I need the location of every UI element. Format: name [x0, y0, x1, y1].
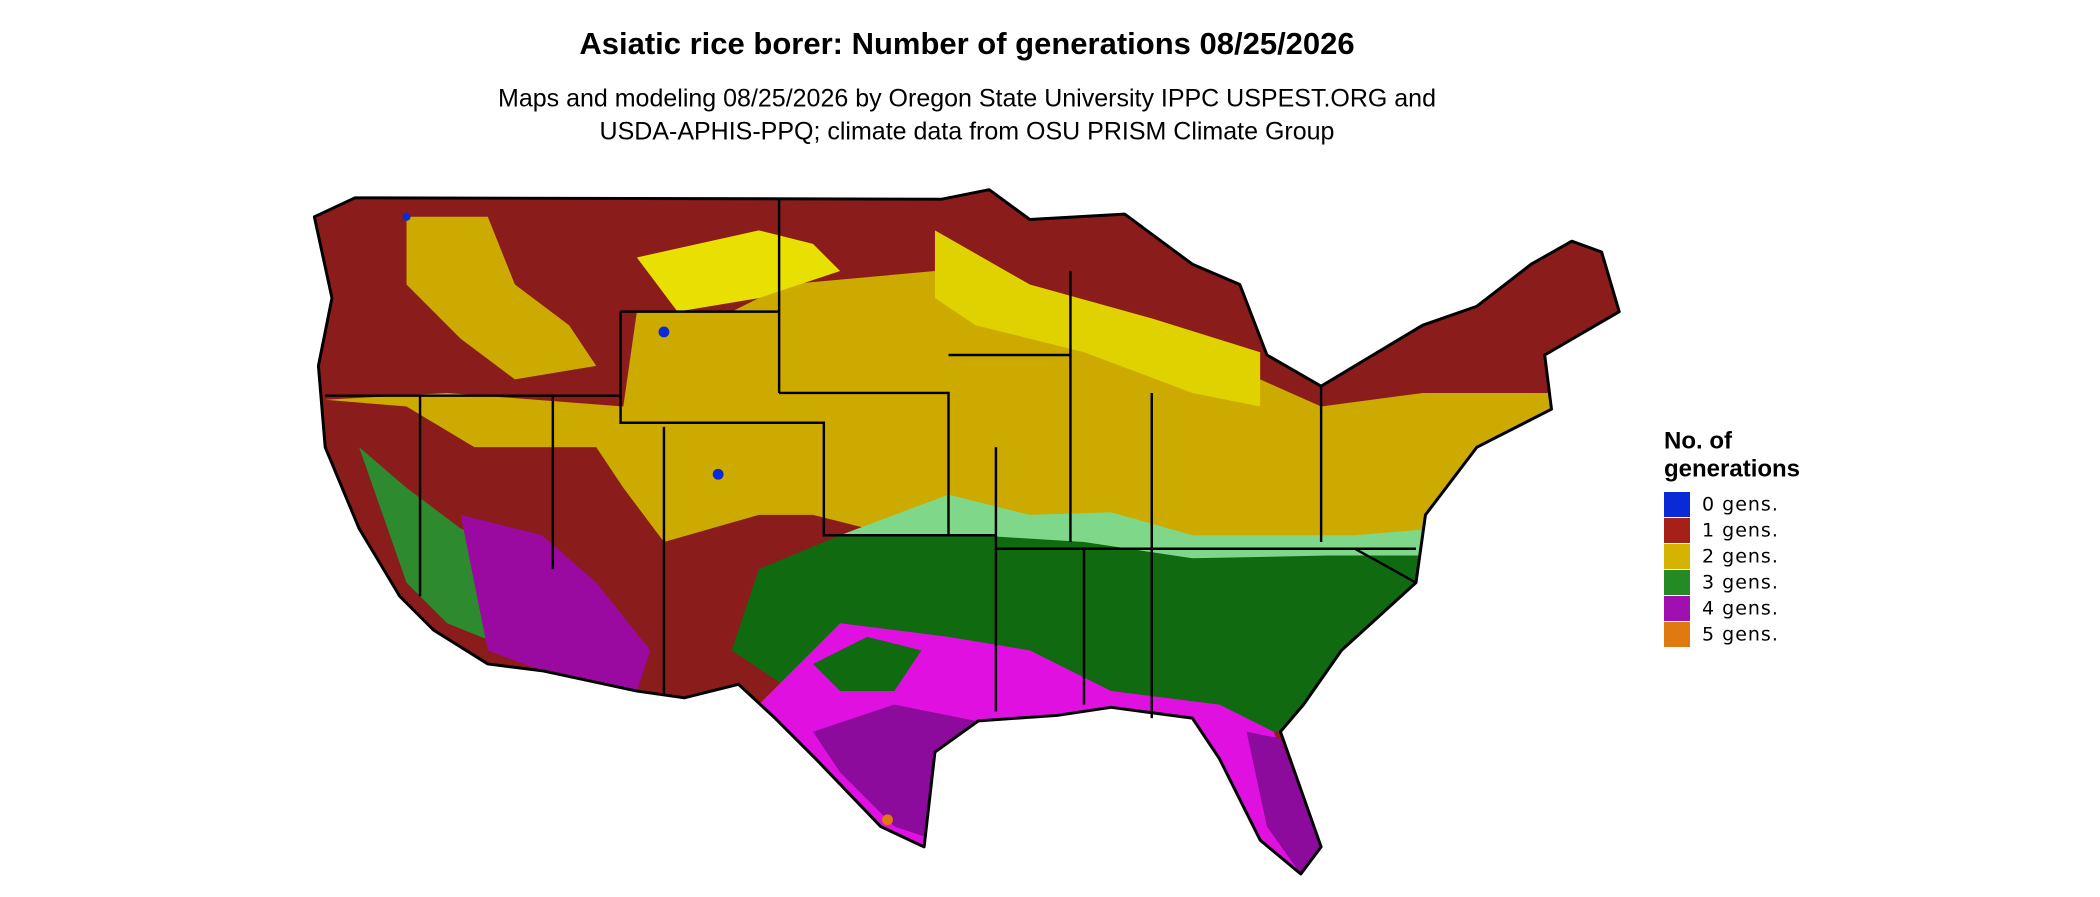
legend-swatch [1664, 596, 1690, 621]
legend-label: 2 gens. [1702, 546, 1779, 568]
map-subtitle: Maps and modeling 08/25/2026 by Oregon S… [498, 85, 1436, 113]
map-subtitle: USDA-APHIS-PPQ; climate data from OSU PR… [600, 118, 1335, 146]
legend-label: 0 gens. [1702, 494, 1779, 516]
legend: 0 gens. 1 gens. 2 gens. 3 gens. 4 gens. 5 gen… [1664, 492, 1779, 647]
state-borders [325, 199, 1417, 719]
legend-label: 3 gens. [1702, 572, 1779, 594]
legend-swatch [1664, 544, 1690, 569]
legend-label: 1 gens. [1702, 520, 1779, 542]
map-title: Asiatic rice borer: Number of generation… [579, 26, 1354, 61]
legend-title: No. of [1664, 427, 1733, 454]
legend-swatch [1664, 518, 1690, 543]
legend-label: 4 gens. [1702, 598, 1779, 620]
legend-label: 5 gens. [1702, 624, 1779, 646]
legend-swatch [1664, 570, 1690, 595]
us-map [312, 188, 1621, 876]
legend-swatch [1664, 492, 1690, 517]
legend-swatch [1664, 622, 1690, 647]
legend-title: generations [1664, 455, 1800, 482]
